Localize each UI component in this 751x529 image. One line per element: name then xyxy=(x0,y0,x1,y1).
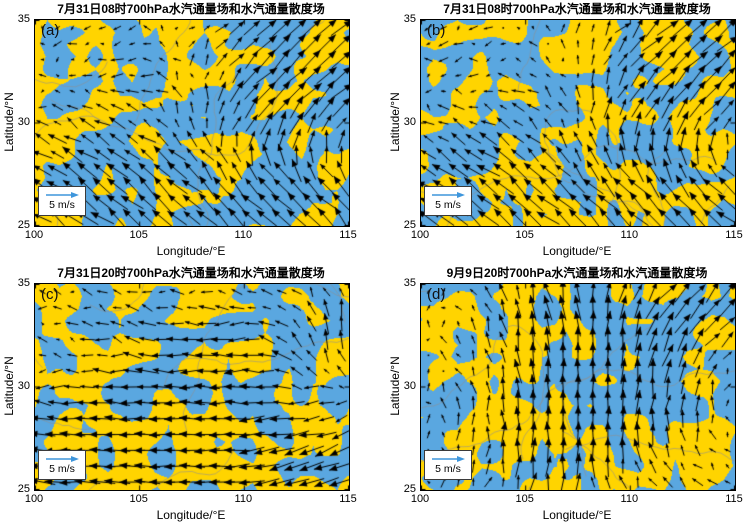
x-tick-label: 100 xyxy=(410,229,430,241)
reference-arrow-icon xyxy=(46,456,79,462)
x-tick-label: 105 xyxy=(129,229,148,241)
reference-arrow-icon xyxy=(432,456,465,462)
reference-arrow-label: 5 m/s xyxy=(49,199,75,211)
x-tick-label: 110 xyxy=(620,493,639,505)
map-plot: (a) 5 m/s xyxy=(34,19,350,227)
reference-vector-legend: 5 m/s xyxy=(424,186,472,216)
panel-a: 7月31日08时700hPa水汽通量场和水汽通量散度场 Latitude/°N … xyxy=(0,2,368,264)
reference-vector-legend: 5 m/s xyxy=(424,450,472,480)
panel-letter: (b) xyxy=(427,22,446,39)
map-plot: (b) 5 m/s xyxy=(420,19,736,227)
x-axis-label: Longitude/°E xyxy=(156,508,226,522)
x-tick-label: 100 xyxy=(24,229,44,241)
x-tick-label: 105 xyxy=(515,229,534,241)
y-tick-label: 25 xyxy=(17,219,30,231)
map-plot: (c) 5 m/s xyxy=(34,283,350,491)
panel-d: 9月9日20时700hPa水汽通量场和水汽通量散度场 Latitude/°N 3… xyxy=(386,266,751,528)
reference-arrow-label: 5 m/s xyxy=(435,463,461,475)
map-canvas xyxy=(421,284,735,490)
x-tick-label: 115 xyxy=(339,493,357,505)
y-tick-label: 30 xyxy=(17,380,30,392)
reference-vector-legend: 5 m/s xyxy=(38,186,86,216)
y-tick-label: 30 xyxy=(403,116,416,128)
reference-arrow-label: 5 m/s xyxy=(49,463,75,475)
reference-arrow-icon xyxy=(432,192,465,198)
map-canvas xyxy=(421,20,735,226)
y-tick-label: 25 xyxy=(17,483,30,495)
x-tick-label: 110 xyxy=(234,229,253,241)
x-axis-label: Longitude/°E xyxy=(156,244,226,258)
x-tick-label: 105 xyxy=(515,493,534,505)
x-tick-label: 110 xyxy=(234,493,253,505)
x-axis-label: Longitude/°E xyxy=(542,508,612,522)
panel-b: 7月31日08时700hPa水汽通量场和水汽通量散度场 Latitude/°N … xyxy=(386,2,751,264)
x-tick-label: 100 xyxy=(24,493,44,505)
map-canvas xyxy=(35,20,349,226)
reference-arrow-label: 5 m/s xyxy=(435,199,461,211)
panel-title: 7月31日20时700hPa水汽通量场和水汽通量散度场 xyxy=(57,266,325,280)
x-tick-label: 110 xyxy=(620,229,639,241)
y-tick-label: 25 xyxy=(403,219,416,231)
panel-title: 9月9日20时700hPa水汽通量场和水汽通量散度场 xyxy=(446,266,708,280)
reference-arrow-icon xyxy=(46,192,79,198)
panel-letter: (d) xyxy=(427,286,446,303)
y-tick-label: 35 xyxy=(403,13,416,25)
panel-letter: (a) xyxy=(41,22,60,39)
panel-title: 7月31日08时700hPa水汽通量场和水汽通量散度场 xyxy=(57,2,325,16)
map-canvas xyxy=(35,284,349,490)
panel-title: 7月31日08时700hPa水汽通量场和水汽通量散度场 xyxy=(443,2,711,16)
y-tick-label: 35 xyxy=(17,277,30,289)
y-tick-label: 25 xyxy=(403,483,416,495)
y-tick-label: 35 xyxy=(17,13,30,25)
y-tick-label: 30 xyxy=(17,116,30,128)
x-tick-label: 115 xyxy=(725,229,743,241)
x-tick-label: 100 xyxy=(410,493,430,505)
x-tick-label: 105 xyxy=(129,493,148,505)
y-tick-label: 35 xyxy=(403,277,416,289)
reference-vector-legend: 5 m/s xyxy=(38,450,86,480)
panel-letter: (c) xyxy=(41,286,59,303)
map-plot: (d) 5 m/s xyxy=(420,283,736,491)
x-tick-label: 115 xyxy=(339,229,357,241)
x-tick-label: 115 xyxy=(725,493,743,505)
panel-c: 7月31日20时700hPa水汽通量场和水汽通量散度场 Latitude/°N … xyxy=(0,266,368,528)
y-tick-label: 30 xyxy=(403,380,416,392)
x-axis-label: Longitude/°E xyxy=(542,244,612,258)
